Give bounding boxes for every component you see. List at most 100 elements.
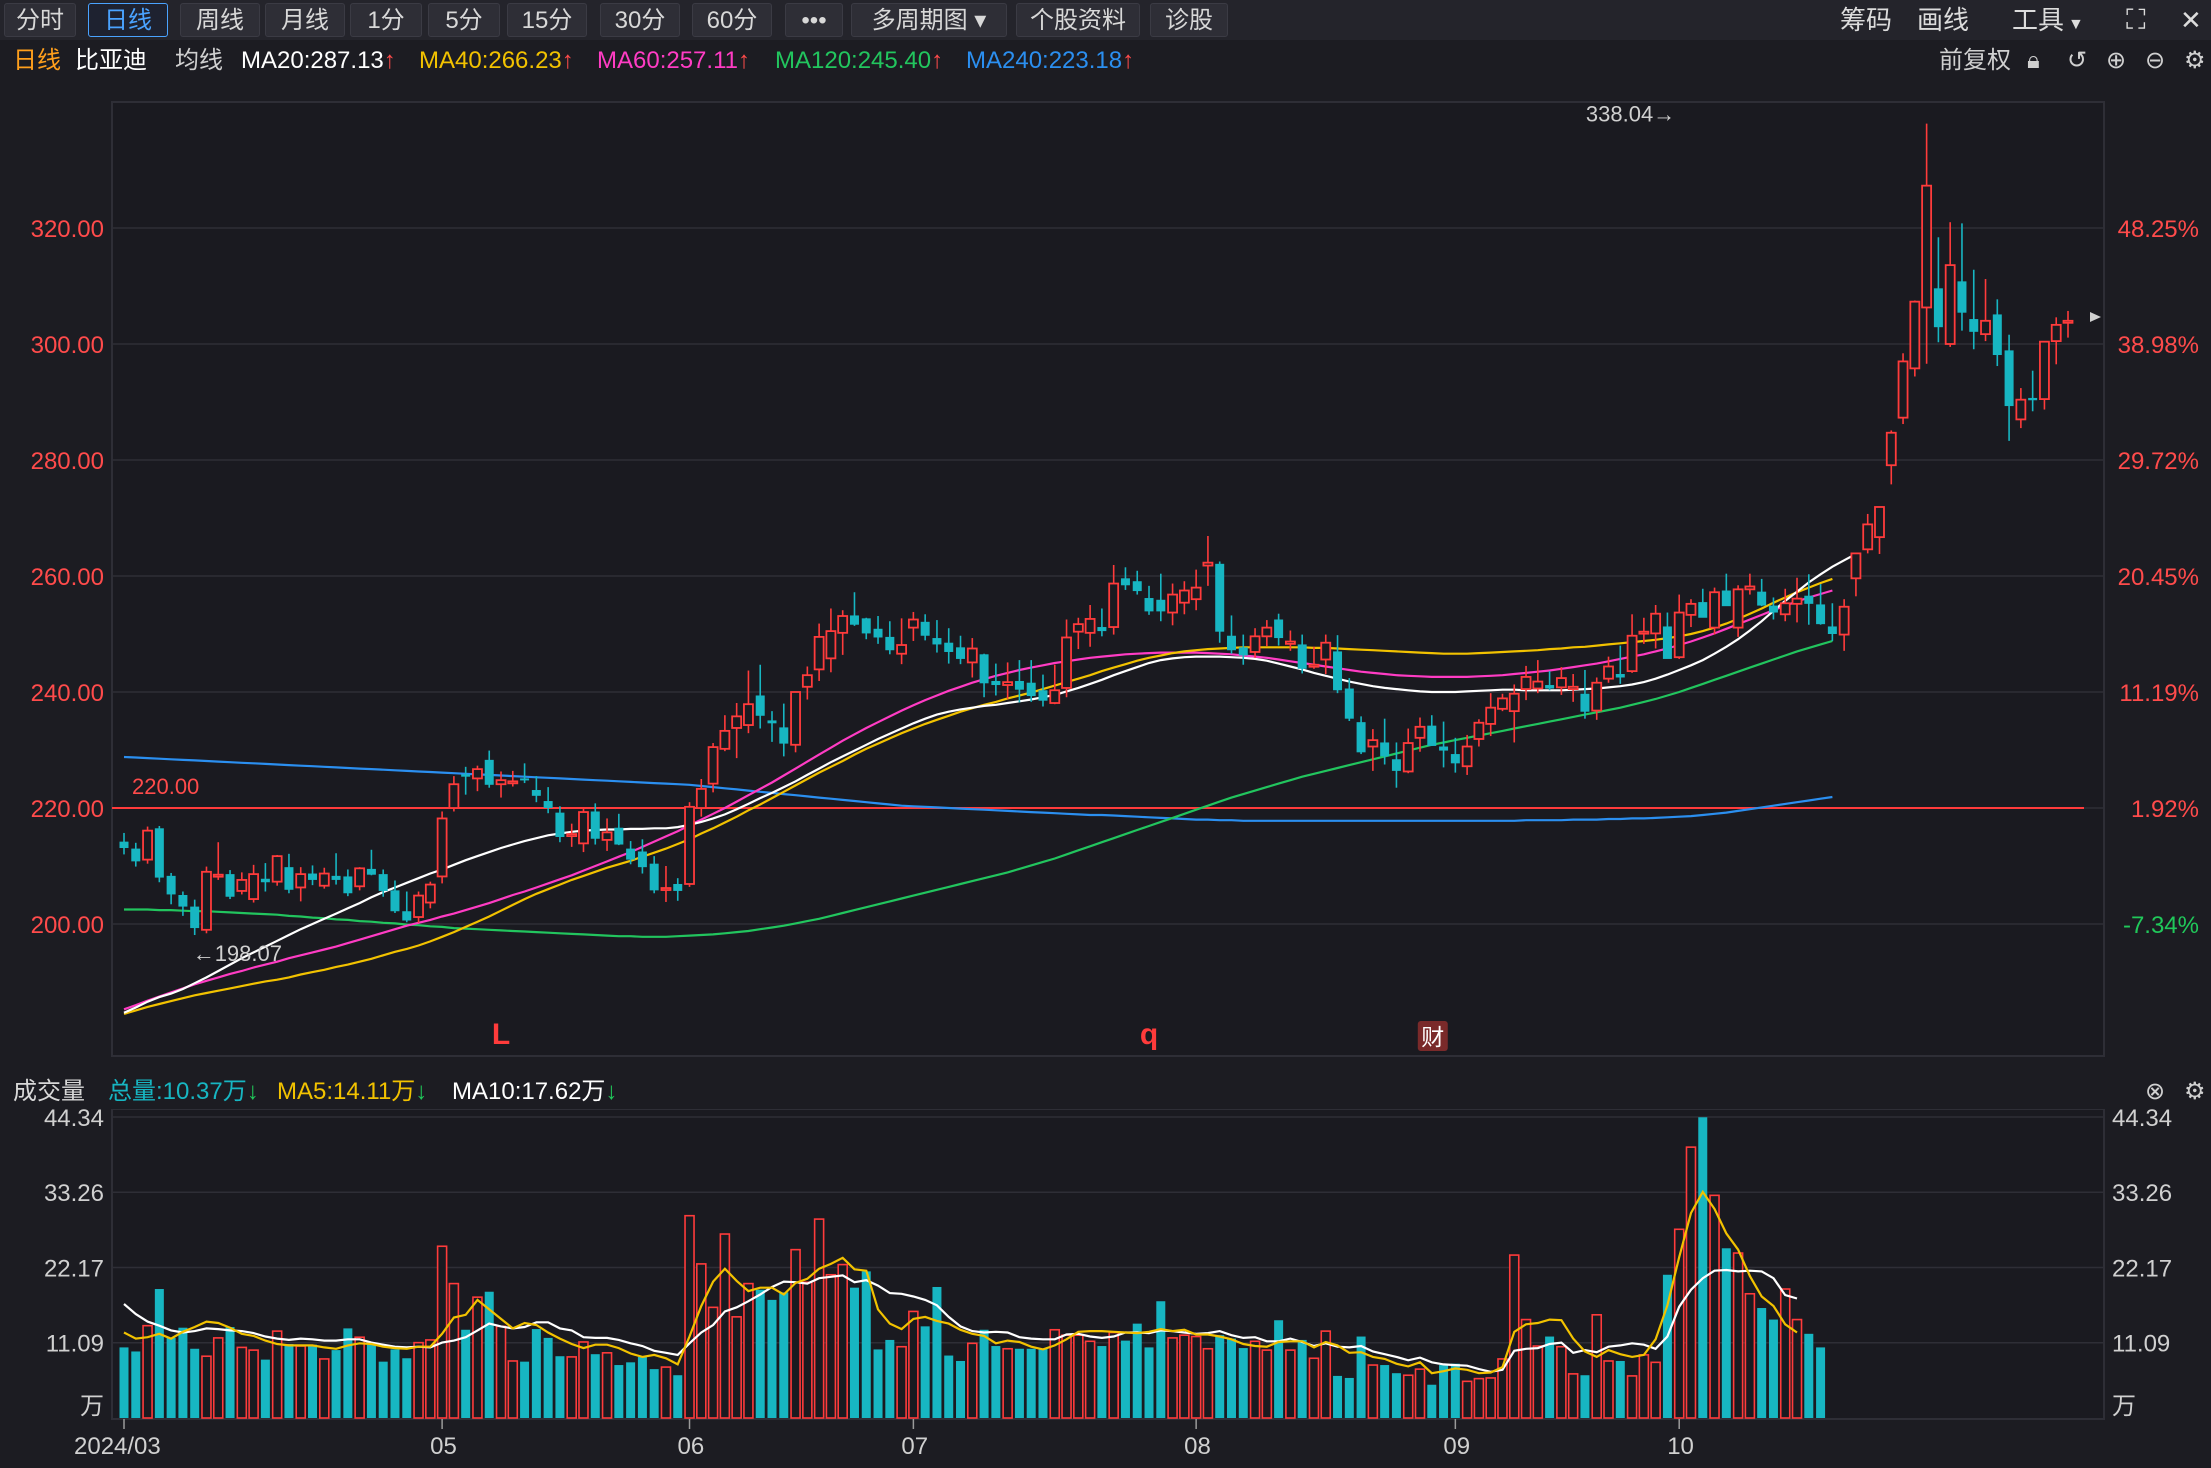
- volume-bar: [284, 1344, 294, 1418]
- volume-bar: [1179, 1334, 1190, 1419]
- candle-body: [1744, 585, 1756, 591]
- adjust-button[interactable]: 前复权: [1939, 47, 2011, 74]
- close-panel-icon[interactable]: ⊗: [2145, 1078, 2166, 1105]
- candle-body: [1897, 360, 1909, 419]
- volume-bar: [1002, 1347, 1013, 1419]
- candle-body: [1685, 602, 1697, 616]
- candle-body: [1084, 618, 1096, 634]
- candle-body: [154, 828, 164, 878]
- candle-body: [649, 863, 659, 891]
- volume-bar: [366, 1344, 376, 1418]
- volume-bar: [1461, 1380, 1473, 1419]
- candle-body: [2039, 340, 2050, 400]
- x-tick-label: 2024/03: [74, 1433, 161, 1460]
- tab-intraday[interactable]: 分时: [4, 3, 76, 37]
- candle-body: [520, 778, 530, 781]
- volume-bar: [1744, 1292, 1756, 1419]
- stock-diagnosis-tab[interactable]: 诊股: [1150, 3, 1228, 37]
- volume-bar: [448, 1282, 460, 1419]
- volume-bar: [1816, 1347, 1826, 1418]
- volume-bar: [790, 1248, 801, 1419]
- volume-bar: [1626, 1375, 1638, 1419]
- tab-label: 1分: [367, 7, 405, 34]
- volume-bar: [1556, 1345, 1567, 1419]
- candle-body: [2050, 323, 2062, 343]
- candle-body: [1391, 759, 1401, 771]
- y-tick-label: 280.00: [31, 448, 104, 475]
- ma-label[interactable]: 均线: [175, 47, 223, 74]
- chips-button[interactable]: 筹码: [1840, 5, 1893, 35]
- stock-name[interactable]: 比亚迪: [75, 47, 147, 74]
- volume-bar: [1226, 1338, 1236, 1418]
- candle-body: [1532, 680, 1544, 690]
- candlestick-chart[interactable]: 200.00 -7.34% 220.00 1.92% 240.00 11.19% 260.0…: [0, 78, 2211, 1072]
- multi-period-dropdown[interactable]: 多周期图 ▾: [851, 3, 1007, 37]
- volume-bar: [1108, 1331, 1119, 1419]
- candle-body: [1944, 264, 1956, 345]
- volume-bar: [331, 1350, 341, 1418]
- candle-body: [295, 873, 307, 889]
- candle-body: [131, 848, 141, 862]
- candle-body: [1673, 611, 1685, 659]
- tab-5min[interactable]: 5分: [428, 3, 500, 37]
- volume-chart[interactable]: 44.34 44.34 33.26 33.26 22.17 22.17 11.09 11.09…: [0, 1109, 2211, 1468]
- chevron-down-icon: ▾: [967, 7, 987, 34]
- zoom-out-icon[interactable]: ⊖: [2145, 47, 2166, 74]
- volume-bar: [660, 1366, 672, 1419]
- candle-body: [1555, 677, 1567, 689]
- zoom-in-icon[interactable]: ⊕: [2106, 47, 2127, 74]
- x-tick-label: 08: [1184, 1433, 1211, 1460]
- arrow-up-icon: ↑: [738, 47, 750, 74]
- volume-tick-label-right: 22.17: [2112, 1256, 2172, 1283]
- candle-body: [1791, 597, 1803, 605]
- volume-bar: [731, 1316, 742, 1419]
- more-periods-button[interactable]: •••: [785, 3, 843, 37]
- candle-body: [543, 801, 553, 808]
- ma60-text: MA60:257.11: [597, 47, 738, 74]
- volume-bar: [1097, 1346, 1107, 1418]
- candle-body: [1980, 319, 1991, 336]
- arrow-up-icon: ↑: [383, 47, 396, 74]
- volume-ma5: MA5:14.11万↓: [277, 1075, 427, 1109]
- candle-body: [1202, 561, 1214, 567]
- volume-tick-label: 11.09: [46, 1331, 104, 1358]
- volume-bar: [318, 1358, 330, 1419]
- volume-tick-label: 22.17: [44, 1256, 104, 1283]
- tab-60min[interactable]: 60分: [692, 3, 772, 37]
- tab-15min[interactable]: 15分: [507, 3, 587, 37]
- candle-body: [825, 630, 837, 660]
- draw-line-button[interactable]: 画线: [1917, 5, 1970, 35]
- pct-tick-label: 48.25%: [2118, 216, 2199, 243]
- tab-1min[interactable]: 1分: [350, 3, 422, 37]
- x-tick-label: 05: [430, 1433, 457, 1460]
- tab-30min[interactable]: 30分: [600, 3, 680, 37]
- pct-tick-label: 38.98%: [2118, 332, 2199, 359]
- lock-icon[interactable]: 🔒︎: [2027, 47, 2040, 74]
- volume-bar: [1238, 1348, 1248, 1418]
- candle-body: [1097, 627, 1107, 632]
- tab-daily[interactable]: 日线: [88, 3, 168, 37]
- candle-body: [1414, 725, 1426, 739]
- close-icon[interactable]: ✕: [2180, 5, 2202, 35]
- tab-label: 30分: [614, 7, 666, 34]
- settings-icon[interactable]: ⚙: [2184, 1078, 2206, 1105]
- stock-profile-tab[interactable]: 个股资料: [1016, 3, 1140, 37]
- arrow-up-icon: ↑: [561, 47, 574, 74]
- volume-bar: [707, 1306, 719, 1419]
- tab-monthly[interactable]: 月线: [265, 3, 345, 37]
- undo-icon[interactable]: ↺: [2067, 47, 2088, 74]
- fullscreen-icon[interactable]: ⛶: [2126, 4, 2146, 35]
- candle-body: [885, 636, 895, 651]
- volume-bar: [849, 1287, 859, 1418]
- pct-tick-label: 20.45%: [2118, 564, 2199, 591]
- candle-body: [849, 615, 859, 625]
- tools-button[interactable]: 工具 ▼: [2012, 0, 2084, 40]
- candle-body: [801, 674, 813, 688]
- candle-body: [1061, 636, 1072, 689]
- tab-weekly[interactable]: 周线: [180, 3, 260, 37]
- candle-body: [166, 875, 176, 895]
- settings-icon[interactable]: ⚙: [2184, 47, 2206, 74]
- tab-label: 15分: [521, 7, 573, 34]
- tab-label: 多周期图: [871, 7, 968, 34]
- candle-body: [1014, 680, 1024, 690]
